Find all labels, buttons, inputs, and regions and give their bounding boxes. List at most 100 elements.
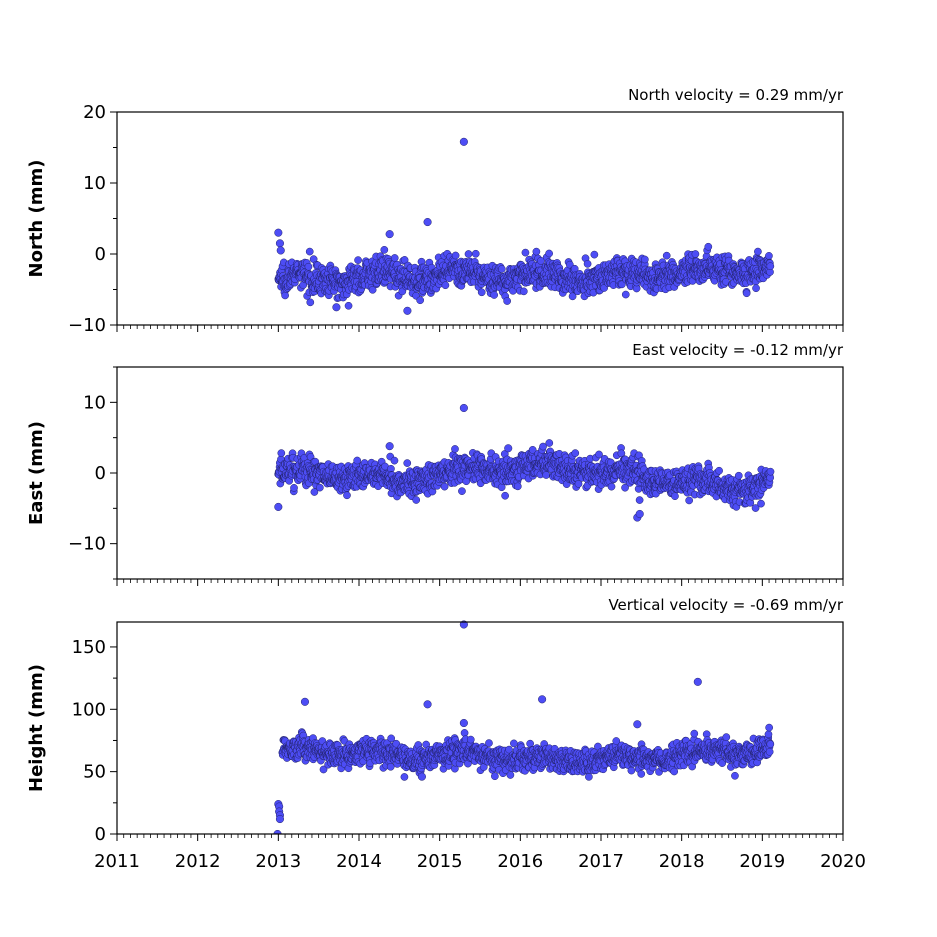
y-tick-label: 50 <box>83 762 106 783</box>
outlier-point <box>423 700 432 709</box>
data-point <box>590 250 599 259</box>
data-point <box>594 742 602 751</box>
data-point <box>766 262 775 271</box>
data-point <box>400 773 409 781</box>
y-tick-label: 100 <box>72 699 106 720</box>
data-point <box>764 730 773 739</box>
x-tick-label: 2014 <box>336 851 382 872</box>
data-point <box>319 765 328 774</box>
data-point <box>542 471 551 479</box>
data-point <box>765 747 774 756</box>
outlier-point <box>635 509 644 519</box>
data-point <box>281 291 289 300</box>
data-point <box>344 301 353 310</box>
data-point <box>490 291 498 299</box>
data-point <box>704 242 713 251</box>
data-point <box>621 290 630 299</box>
data-point <box>574 480 583 488</box>
outlier-point <box>275 814 285 824</box>
outlier-point <box>417 772 426 781</box>
data-point <box>464 250 473 258</box>
outlier-point <box>385 442 394 451</box>
y-tick-label: 150 <box>72 637 106 658</box>
y-tick-label: −10 <box>68 315 106 336</box>
data-point <box>585 773 593 781</box>
data-point <box>641 255 649 264</box>
data-point <box>510 739 518 748</box>
outlier-point <box>459 718 468 728</box>
x-tick-label: 2012 <box>175 851 221 872</box>
data-point <box>621 483 629 492</box>
data-point <box>568 292 577 301</box>
data-point <box>521 248 530 257</box>
x-tick-label: 2020 <box>820 851 866 872</box>
data-point <box>537 257 545 265</box>
data-point <box>571 449 580 457</box>
outlier-point <box>538 695 547 704</box>
data-point <box>690 729 699 738</box>
outlier-point <box>693 677 702 686</box>
x-tick-label: 2015 <box>417 851 463 872</box>
east-velocity-title: East velocity = -0.12 mm/yr <box>632 341 844 359</box>
data-point <box>752 284 760 293</box>
north-velocity-title: North velocity = 0.29 mm/yr <box>628 86 844 104</box>
outlier-point <box>274 228 283 237</box>
data-point <box>441 281 450 290</box>
x-tick-label: 2011 <box>94 851 140 872</box>
data-point <box>471 249 480 258</box>
y-tick-label: 0 <box>95 463 106 484</box>
data-point <box>691 250 700 258</box>
outlier-point <box>504 444 513 453</box>
data-point <box>754 247 762 256</box>
x-tick-label: 2013 <box>255 851 301 872</box>
x-tick-label: 2017 <box>578 851 624 872</box>
data-point <box>440 482 449 491</box>
outlier-point <box>273 829 282 834</box>
data-point <box>607 482 616 491</box>
outlier-point <box>385 230 394 239</box>
data-point <box>354 256 362 264</box>
y-tick-label: 10 <box>83 392 106 413</box>
data-point <box>685 496 694 505</box>
data-point <box>497 265 506 273</box>
east-points <box>274 403 775 522</box>
data-point <box>715 466 723 475</box>
y-tick-label: 0 <box>95 824 106 845</box>
data-point <box>734 471 743 480</box>
outlier-point <box>332 303 341 312</box>
height-y-axis-label: Height (mm) <box>26 664 47 792</box>
outlier-point <box>276 246 285 255</box>
data-point <box>403 459 412 467</box>
data-point <box>485 739 493 747</box>
north-y-axis-label: North (mm) <box>26 160 47 278</box>
data-point <box>343 491 351 500</box>
data-point <box>390 254 399 262</box>
data-point <box>466 735 475 744</box>
data-point <box>458 487 466 495</box>
outlier-point <box>274 502 283 511</box>
data-point <box>506 771 515 779</box>
data-point <box>491 772 499 781</box>
data-point <box>635 496 644 504</box>
data-point <box>765 252 773 260</box>
data-point <box>528 445 537 454</box>
y-tick-label: 20 <box>83 102 106 123</box>
data-point <box>612 737 621 745</box>
y-tick-label: −10 <box>68 534 106 555</box>
outlier-point <box>300 697 310 706</box>
data-point <box>416 296 425 305</box>
outlier-point <box>459 403 468 413</box>
data-point <box>304 262 313 271</box>
data-point <box>583 260 592 268</box>
data-point <box>387 734 396 743</box>
data-point <box>671 492 679 501</box>
data-point <box>637 770 646 778</box>
y-tick-label: 0 <box>95 244 106 265</box>
data-point <box>731 771 739 780</box>
outlier-point <box>633 720 642 729</box>
outlier-point <box>275 239 285 248</box>
data-point <box>412 496 421 504</box>
